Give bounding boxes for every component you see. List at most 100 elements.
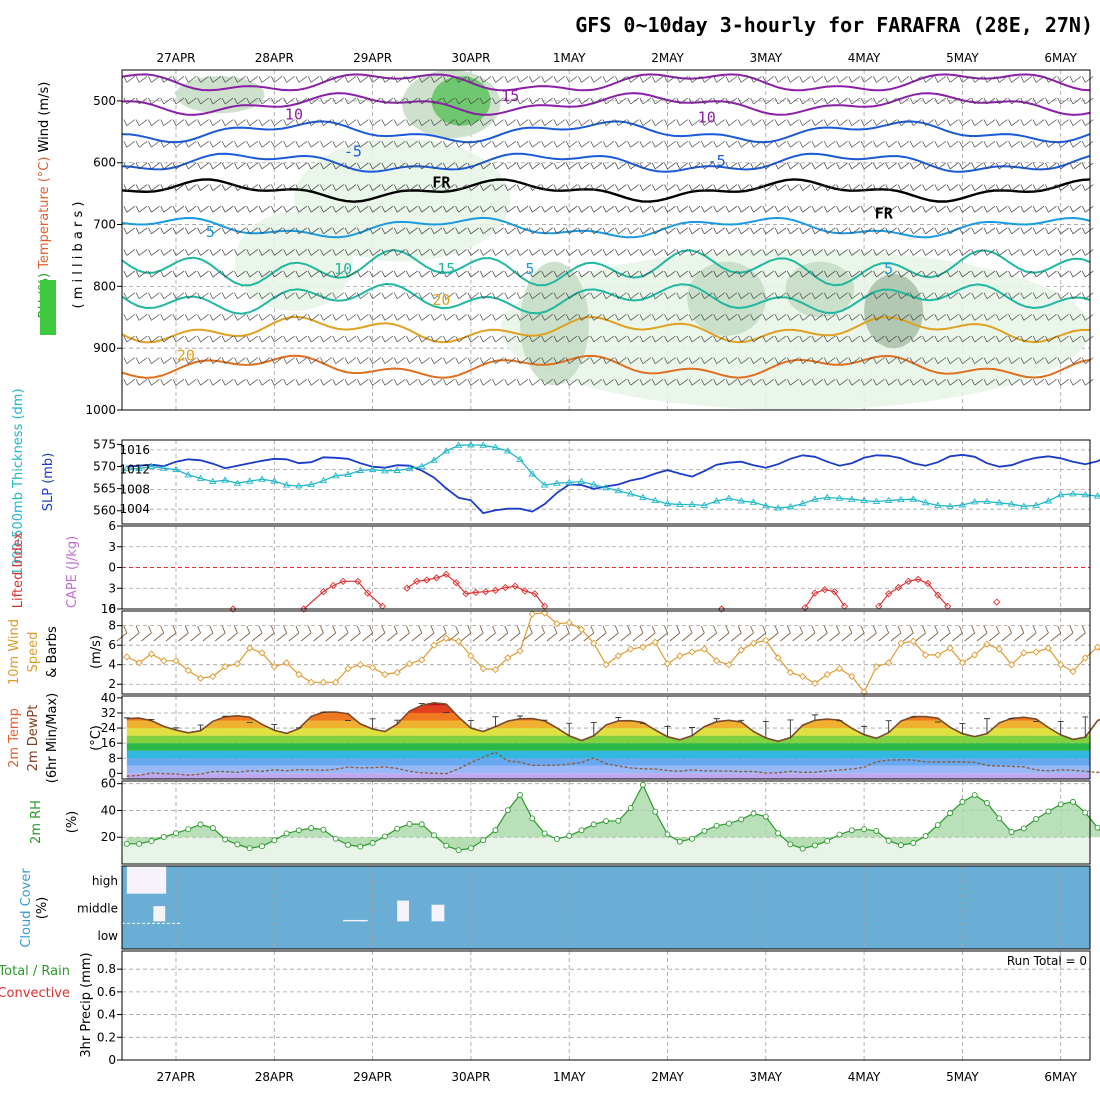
- wind-barb: [418, 184, 430, 191]
- wind-barb: [283, 357, 295, 364]
- wind-barb: [701, 335, 713, 343]
- wind-barb: [246, 205, 258, 213]
- wind-barb: [332, 184, 344, 191]
- wind-barb: [221, 378, 234, 386]
- wind-speed-line: [126, 612, 1100, 694]
- date-label-bottom: 29APR: [353, 1070, 392, 1084]
- wind-barb: [258, 270, 271, 278]
- wind-barb-10m: [792, 625, 804, 642]
- lifted-index-point: [924, 579, 932, 588]
- wind-barb: [688, 76, 701, 83]
- wind-barb: [1032, 357, 1045, 364]
- wind-barb: [381, 292, 394, 300]
- wind-barb: [701, 227, 713, 235]
- wind-barb: [356, 249, 369, 256]
- wind-barb: [639, 119, 652, 126]
- wind-speed-point: [553, 620, 561, 628]
- wind-barb: [418, 249, 430, 256]
- wind-barb: [197, 140, 209, 148]
- wind-barb: [553, 227, 566, 235]
- wind-barb: [922, 292, 934, 300]
- wind-barb: [160, 335, 172, 343]
- wind-barb: [959, 335, 971, 343]
- wind-barb: [873, 97, 885, 105]
- rh-point: [812, 842, 818, 849]
- wind-barb: [479, 162, 492, 170]
- wind-barb: [455, 378, 467, 386]
- rh-point: [271, 837, 278, 844]
- wind-barb-10m: [350, 625, 361, 642]
- thickness-point: [479, 441, 487, 448]
- rh-point: [431, 832, 437, 839]
- wind-barb: [283, 270, 295, 278]
- wind-barb: [959, 184, 971, 191]
- wind-barb: [811, 270, 824, 278]
- wind-barb: [934, 292, 947, 300]
- wind-barb: [836, 314, 848, 321]
- wind-barb: [664, 184, 676, 191]
- wind-speed-point: [504, 654, 512, 662]
- date-label-bottom: 4MAY: [848, 1070, 881, 1084]
- wind-barb: [123, 378, 136, 386]
- wind-barb: [873, 227, 885, 235]
- wind-barb-10m: [546, 625, 558, 642]
- pressure-axis-label: ( m i l l i b a r s ): [71, 202, 86, 309]
- wind-speed-point: [713, 657, 721, 665]
- contour-label: FR: [432, 173, 451, 191]
- rh-point: [283, 830, 290, 837]
- wind-barb: [356, 140, 369, 148]
- wind-barb: [234, 378, 246, 386]
- wind-barb: [639, 335, 652, 343]
- wind-barb: [1032, 292, 1045, 300]
- wind-barb: [504, 119, 516, 126]
- wind-barb: [418, 76, 430, 83]
- wind-barb: [1008, 205, 1020, 213]
- wind-barb: [615, 97, 627, 105]
- wind-barb: [553, 140, 566, 148]
- wind-barb: [295, 227, 308, 235]
- wind-barb: [221, 249, 234, 256]
- wind-barb: [455, 76, 467, 83]
- wind-barb: [897, 270, 910, 278]
- y-tick-label: 565: [93, 482, 116, 496]
- temp-max-bar: [148, 718, 155, 721]
- wind-barb: [959, 378, 971, 386]
- wind-barb: [332, 162, 344, 170]
- wind-barb: [1081, 140, 1094, 148]
- wind-barb: [541, 335, 553, 343]
- rh-point: [332, 835, 339, 842]
- wind-barb: [172, 97, 185, 105]
- wind-barb: [270, 378, 283, 386]
- wind-barb: [160, 184, 172, 191]
- wind-barb-10m: [939, 625, 951, 642]
- wind-barb: [799, 140, 811, 148]
- wind-barb: [356, 205, 369, 213]
- thickness-point: [872, 497, 881, 504]
- rh-point: [762, 813, 769, 820]
- wind-speed-point: [700, 645, 708, 653]
- wind-barb: [651, 162, 664, 170]
- wind-barb-10m: [853, 625, 865, 642]
- wind-barb: [860, 378, 873, 386]
- wind-barb: [909, 205, 922, 213]
- wind-barb: [774, 335, 787, 343]
- wind-barb: [197, 205, 209, 213]
- wind-barb: [270, 292, 283, 300]
- wind-barb: [443, 270, 455, 278]
- wind-barb: [492, 119, 504, 126]
- wind-barb: [1032, 335, 1045, 343]
- wind-barb: [959, 314, 971, 321]
- temp-bands: [126, 702, 1090, 779]
- date-label-bottom: 2MAY: [651, 1070, 684, 1084]
- wind-barb: [492, 249, 504, 256]
- wind-barb: [467, 184, 480, 191]
- wind-barb: [615, 292, 627, 300]
- wind-barb: [135, 314, 148, 321]
- rh-point: [541, 830, 548, 837]
- wind-barb: [1057, 76, 1069, 83]
- wind-barb: [492, 314, 504, 321]
- wind-barb: [369, 357, 381, 364]
- wind-barb: [184, 119, 197, 126]
- wind-barb: [664, 335, 676, 343]
- wind-barb: [197, 76, 209, 83]
